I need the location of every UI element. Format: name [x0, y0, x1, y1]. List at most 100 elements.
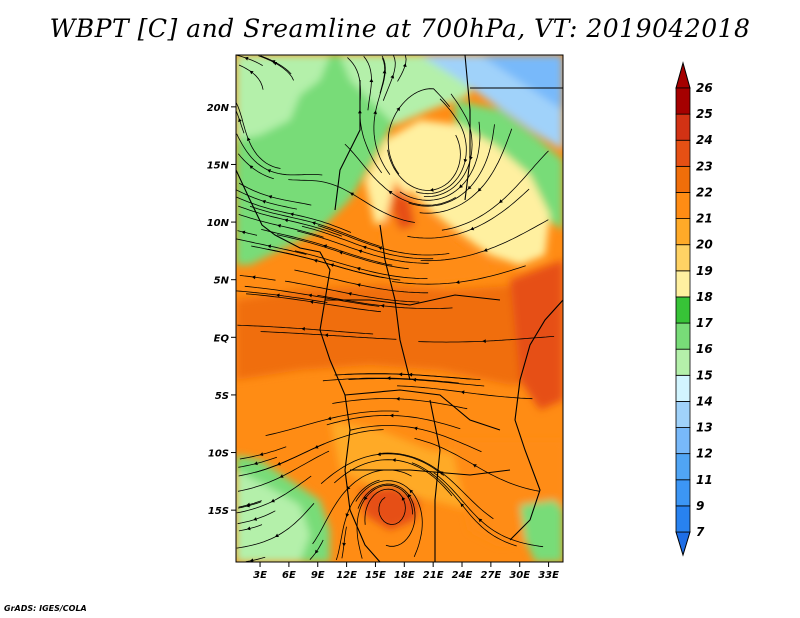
streamline — [267, 248, 401, 281]
border-3 — [350, 469, 511, 476]
streamline-arrow — [290, 212, 294, 217]
streamline-arrow — [460, 503, 465, 508]
streamline-arrow — [413, 426, 418, 431]
colorbar-under-arrow — [675, 531, 691, 557]
streamline-arrow — [477, 187, 482, 192]
streamline-arrow — [241, 230, 246, 235]
streamline — [238, 456, 278, 468]
streamline — [236, 133, 323, 176]
streamline — [379, 452, 494, 520]
colorbar-label: 11 — [696, 473, 713, 487]
streamline-arrow — [389, 413, 394, 418]
streamline-arrow — [407, 493, 412, 498]
streamline-arrow — [277, 224, 281, 228]
streamline — [249, 205, 380, 247]
streamline-arrow — [380, 304, 385, 308]
streamline — [236, 110, 245, 134]
streamline-arrow — [345, 513, 350, 518]
coastline-east — [509, 299, 563, 541]
streamline-arrow — [499, 199, 503, 204]
streamline — [236, 238, 307, 255]
border-5 — [464, 55, 471, 201]
streamline-arrow — [455, 280, 460, 284]
region-central-red — [392, 190, 415, 230]
x-tick-label: 30E — [509, 570, 530, 581]
streamline-arrow — [402, 63, 407, 68]
colorbar: 7 9 11 12 13 14 15 16 17 18 19 20 21 22 23 24 25 26 — [675, 61, 713, 557]
streamline — [317, 225, 450, 256]
colorbar-segment — [675, 374, 691, 402]
colorbar-label: 22 — [696, 185, 713, 199]
streamline-arrow — [472, 464, 477, 468]
streamline — [397, 385, 533, 400]
streamline — [363, 56, 372, 111]
y-tick-label: 10N — [207, 218, 230, 229]
streamline — [239, 275, 276, 281]
streamline — [260, 55, 292, 75]
streamline — [357, 483, 416, 547]
colorbar-label: 17 — [696, 316, 713, 330]
x-axis: 3E 6E 9E 12E 15E 18E 21E 24E 27E 30E 33E — [253, 562, 559, 581]
streamline-arrow — [409, 489, 414, 494]
colorbar-label: 19 — [696, 264, 713, 278]
streamline-arrow — [253, 517, 258, 521]
streamline — [239, 446, 287, 460]
streamline — [294, 269, 429, 294]
streamline-arrow — [398, 372, 403, 377]
streamline — [246, 293, 381, 313]
streamline — [418, 336, 555, 343]
colorbar-segment — [675, 244, 691, 272]
streamline — [237, 510, 276, 525]
colorbar-segment — [675, 401, 691, 428]
streamline — [387, 134, 461, 191]
streamline — [320, 453, 444, 485]
colorbar-label: 9 — [696, 499, 704, 513]
streamline-arrow — [396, 107, 400, 112]
y-tick-label: 15N — [207, 160, 230, 171]
streamline-arrow — [338, 250, 343, 255]
streamline-arrow — [390, 74, 395, 79]
streamline — [355, 480, 423, 558]
colorbar-label: 20 — [696, 238, 713, 252]
y-tick-label: 15S — [208, 506, 229, 517]
streamline-arrow — [429, 188, 434, 192]
streamline-arrow — [301, 327, 305, 331]
streamline — [334, 373, 471, 380]
coastline-west — [236, 169, 381, 562]
streamline-arrow — [315, 549, 319, 554]
y-tick-label: 5N — [214, 276, 230, 287]
streamline — [382, 55, 396, 101]
streamline-arrow — [330, 263, 334, 267]
x-tick-label: 24E — [452, 570, 473, 581]
streamline-arrow — [244, 56, 249, 61]
streamline-arrow — [459, 184, 463, 189]
streamline — [364, 488, 406, 526]
x-tick-label: 33E — [538, 570, 559, 581]
colorbar-label: 24 — [696, 133, 713, 147]
colorbar-segment — [675, 479, 691, 507]
streamline-arrow — [270, 498, 275, 503]
streamline-arrow — [308, 293, 312, 298]
streamline-arrow — [253, 461, 258, 466]
streamline-arrow — [309, 300, 314, 304]
streamline — [288, 179, 415, 223]
streamline — [238, 501, 262, 509]
streamline-arrow — [327, 416, 332, 421]
streamline-arrow — [382, 69, 387, 74]
streamline — [237, 230, 258, 236]
streamline — [255, 429, 384, 473]
colorbar-segment — [675, 322, 691, 350]
streamline-arrow — [276, 293, 280, 298]
grads-credit: GrADS: IGES/COLA — [4, 604, 87, 613]
streamline — [238, 524, 263, 532]
region-north-west-lightgreen — [236, 55, 330, 140]
colorbar-segment — [675, 270, 691, 298]
streamline-arrow — [249, 558, 254, 562]
border-6 — [334, 80, 361, 211]
streamline — [237, 450, 330, 492]
chart-title: WBPT [C] and Sreamline at 700hPa, VT: 20… — [49, 14, 751, 43]
streamline-arrow — [251, 275, 256, 280]
border-4 — [379, 224, 411, 381]
streamline — [297, 230, 429, 264]
streamline — [236, 102, 281, 169]
